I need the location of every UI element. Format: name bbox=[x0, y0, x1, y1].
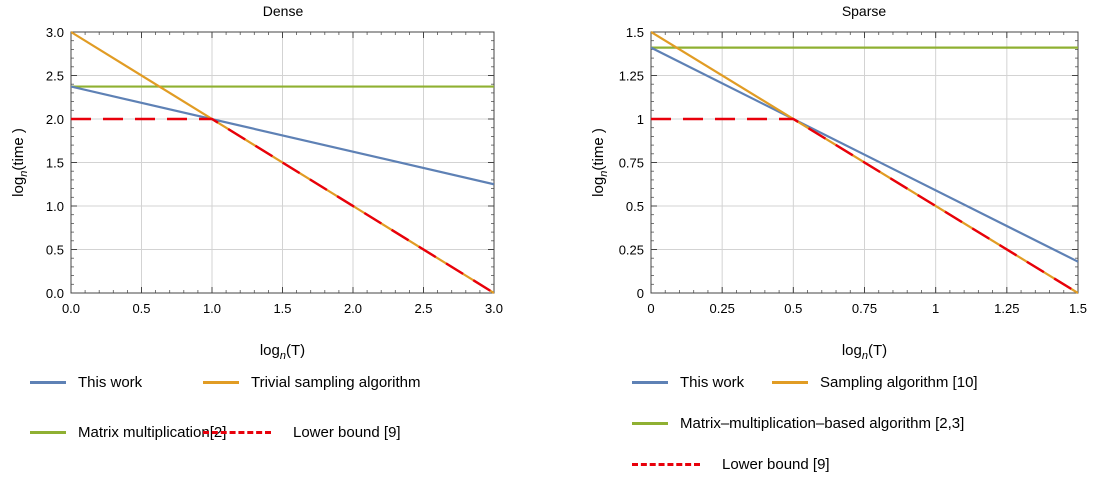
legend-item: Matrix multiplication[2] bbox=[30, 424, 226, 441]
legend-label: This work bbox=[680, 374, 745, 391]
legend-label: Matrix multiplication[2] bbox=[78, 424, 227, 441]
x-tick-label: 0 bbox=[647, 301, 654, 316]
y-tick-label: 2.0 bbox=[46, 112, 64, 127]
legend-swatch bbox=[772, 381, 808, 384]
x-tick-label: 0.5 bbox=[132, 301, 150, 316]
plot-frame bbox=[650, 31, 1079, 294]
legend-item: Trivial sampling algorithm bbox=[203, 374, 421, 391]
x-axis-label: logn(T) bbox=[842, 342, 887, 362]
x-tick-label: 0.0 bbox=[62, 301, 80, 316]
y-tick-label: 1.0 bbox=[46, 199, 64, 214]
y-tick-label: 0.75 bbox=[619, 156, 644, 171]
y-tick-label: 3.0 bbox=[46, 25, 64, 40]
x-tick-label: 1.5 bbox=[1069, 301, 1087, 316]
chart-title: Sparse bbox=[842, 3, 887, 19]
legend-swatch bbox=[30, 381, 66, 384]
y-tick-label: 1.25 bbox=[619, 69, 644, 84]
legend-swatch bbox=[203, 431, 271, 434]
legend-swatch bbox=[632, 463, 700, 466]
y-tick-label: 0.5 bbox=[626, 199, 644, 214]
y-tick-label: 2.5 bbox=[46, 69, 64, 84]
chart-title: Dense bbox=[263, 3, 304, 19]
series-line-lower-bound-9 bbox=[651, 117, 1078, 294]
x-tick-label: 1 bbox=[932, 301, 939, 316]
plot-frame bbox=[70, 31, 495, 294]
x-axis-label: logn(T) bbox=[260, 342, 305, 362]
x-tick-label: 1.0 bbox=[203, 301, 221, 316]
legend-item: Matrix–multiplication–based algorithm [2… bbox=[632, 415, 964, 432]
x-tick-label: 0.75 bbox=[852, 301, 877, 316]
series-line-this-work bbox=[651, 46, 1078, 263]
legend-swatch bbox=[30, 431, 66, 434]
y-tick-label: 1 bbox=[637, 112, 644, 127]
legend-label: This work bbox=[78, 374, 143, 391]
y-axis-label: logn(time ) bbox=[10, 128, 30, 197]
legend-swatch bbox=[632, 381, 668, 384]
x-tick-label: 3.0 bbox=[485, 301, 503, 316]
chart-0: 0.0 0.5 1.0 1.5 2.0 2.5 3.0 0.0 0.5 1.0 1.5 2.0 2.5 3… bbox=[10, 3, 503, 362]
legend-swatch bbox=[632, 422, 668, 425]
legend-item: Sampling algorithm [10] bbox=[772, 374, 978, 391]
x-tick-label: 0.25 bbox=[710, 301, 735, 316]
legend-label: Sampling algorithm [10] bbox=[820, 374, 978, 391]
legend-item: This work bbox=[632, 374, 744, 391]
x-tick-label: 1.25 bbox=[994, 301, 1019, 316]
x-tick-label: 2.0 bbox=[344, 301, 362, 316]
y-axis-label: logn(time ) bbox=[590, 128, 610, 197]
legend-label: Matrix–multiplication–based algorithm [2… bbox=[680, 415, 965, 432]
y-tick-label: 1.5 bbox=[626, 25, 644, 40]
legend-item: This work bbox=[30, 374, 142, 391]
x-tick-label: 1.5 bbox=[273, 301, 291, 316]
series-line-this-work bbox=[71, 85, 494, 186]
y-tick-label: 0.25 bbox=[619, 243, 644, 258]
series-line-lower-bound-9 bbox=[71, 117, 494, 294]
x-tick-label: 2.5 bbox=[414, 301, 432, 316]
y-tick-label: 0.5 bbox=[46, 243, 64, 258]
legend-item: Lower bound [9] bbox=[632, 456, 830, 473]
y-tick-label: 0 bbox=[637, 286, 644, 301]
y-tick-label: 1.5 bbox=[46, 156, 64, 171]
legend-item: Lower bound [9] bbox=[203, 424, 401, 441]
legend-swatch bbox=[203, 381, 239, 384]
chart-1: 0 0.25 0.5 0.75 1 1.25 1.5 0 0.25 0.5 0.75 1 1.25 1.5… bbox=[590, 3, 1087, 362]
legend-label: Lower bound [9] bbox=[722, 456, 830, 473]
x-tick-label: 0.5 bbox=[784, 301, 802, 316]
legend-label: Lower bound [9] bbox=[293, 424, 401, 441]
legend-label: Trivial sampling algorithm bbox=[251, 374, 421, 391]
y-tick-label: 0.0 bbox=[46, 286, 64, 301]
